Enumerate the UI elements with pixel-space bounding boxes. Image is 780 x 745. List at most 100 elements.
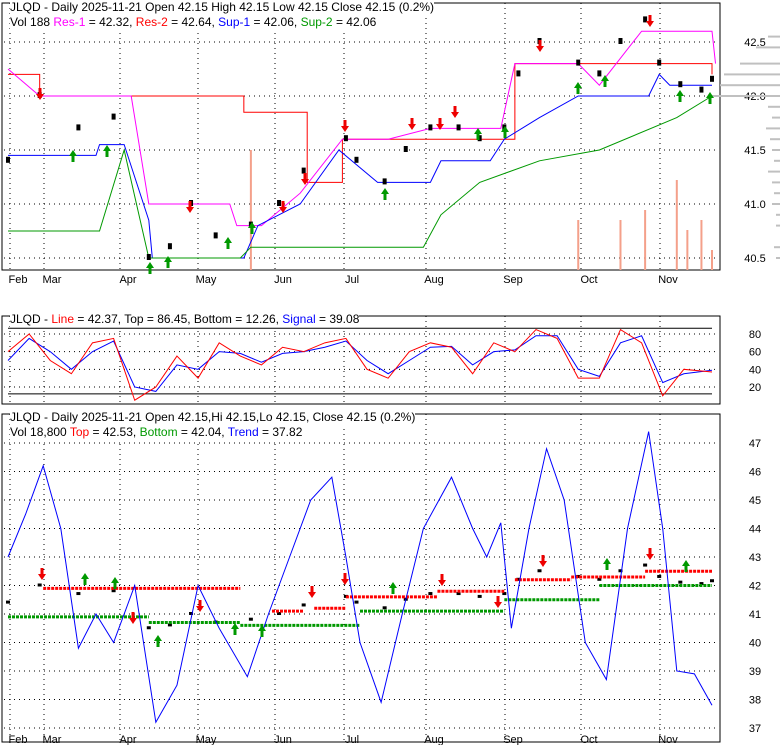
y-tick-label: 47: [749, 438, 761, 450]
volume-profile-bar: [772, 203, 780, 205]
x-tick-label: Oct: [580, 734, 597, 745]
panel-frame-0: [1, 2, 721, 271]
buy-arrow-icon: [154, 635, 162, 647]
x-tick-label: Sep: [503, 734, 523, 745]
sup1-value: = 42.06,: [250, 15, 301, 29]
price-panel-title: JLQD - Daily 2025-11-21 Open 42.15 High …: [10, 0, 435, 15]
buy-arrow-icon: [676, 90, 684, 102]
volume-profile-bar: [776, 257, 780, 259]
buy-arrow-icon: [474, 128, 482, 140]
sell-arrow-icon: [341, 573, 349, 585]
y-tick-label: 46: [749, 467, 761, 479]
price-candle: [456, 124, 461, 131]
x-tick-label: Jun: [274, 274, 292, 286]
res2-label: Res-2: [135, 15, 168, 29]
oscillator-panel-title: JLQD - Line = 42.37, Top = 86.45, Bottom…: [10, 312, 360, 327]
price-candle: [301, 167, 306, 174]
buy-arrow-icon: [69, 150, 77, 162]
sell-arrow-icon: [436, 118, 444, 130]
oscillator-line: [7, 328, 713, 401]
price-candle: [502, 592, 507, 596]
buy-arrow-icon: [231, 623, 239, 635]
x-tick-label: Jul: [345, 274, 359, 286]
price-candle: [248, 617, 253, 621]
volume-bar: [700, 220, 703, 270]
buy-arrow-icon: [389, 582, 397, 594]
y-tick-label: 80: [749, 329, 761, 341]
y-tick-label: 39: [749, 666, 761, 678]
buy-arrow-icon: [706, 92, 714, 104]
y-tick-label: 41.5: [744, 145, 765, 157]
volume-profile-bar: [768, 35, 780, 38]
y-tick-label: 40: [749, 638, 761, 650]
sell-arrow-icon: [536, 40, 544, 52]
top-label: Top: [69, 425, 90, 439]
x-tick-label: Feb: [9, 734, 28, 745]
trend-volume: Vol 18,800: [10, 425, 70, 439]
volume-profile-bar: [756, 46, 780, 49]
volume-profile-bar: [766, 127, 780, 130]
y-tick-label: 38: [749, 695, 761, 707]
panel-frame-1: [1, 315, 721, 405]
y-tick-label: 45: [749, 495, 761, 507]
x-tick-label: Nov: [658, 734, 678, 745]
sell-arrow-icon: [408, 118, 416, 130]
price-candle: [516, 70, 521, 77]
buy-arrow-icon: [224, 237, 232, 249]
y-tick-label: 42: [749, 581, 761, 593]
osc-signal-label: Signal: [282, 312, 316, 326]
x-tick-label: Mar: [43, 274, 62, 286]
sup1-label: Sup-1: [218, 15, 251, 29]
x-tick-label: Jun: [274, 734, 292, 745]
sell-arrow-icon: [494, 596, 502, 608]
sup2-label: Sup-2: [300, 15, 333, 29]
sell-arrow-icon: [196, 600, 204, 612]
osc-line-label: Line: [51, 312, 75, 326]
price-candle: [657, 574, 662, 578]
price-candle: [189, 612, 194, 615]
x-tick-label: Aug: [424, 734, 444, 745]
price-candle: [343, 135, 348, 142]
price-candle: [597, 70, 602, 77]
top-value: = 42.53,: [89, 425, 140, 439]
price-candle: [111, 113, 116, 120]
sell-arrow-icon: [341, 120, 349, 132]
volume-profile-bar: [772, 181, 780, 184]
sell-arrow-icon: [279, 201, 287, 213]
sell-arrow-icon: [646, 548, 654, 560]
price-candle: [678, 580, 683, 584]
buy-arrow-icon: [164, 256, 172, 268]
price-candle: [354, 600, 359, 604]
price-candle: [576, 59, 581, 66]
volume-bar: [686, 230, 689, 270]
sup2-line: [8, 95, 713, 259]
volume-label: Vol 188: [10, 15, 51, 29]
volume-bar: [644, 210, 647, 270]
price-candle: [167, 243, 172, 250]
sell-arrow-icon: [36, 88, 44, 100]
y-tick-label: 37: [749, 723, 761, 735]
price-candle: [428, 124, 433, 131]
x-tick-label: Sep: [503, 274, 523, 286]
volume-profile-bar: [768, 105, 780, 108]
price-candle: [146, 254, 151, 260]
buy-arrow-icon: [682, 560, 690, 572]
trend-panel-title: JLQD - Daily 2025-11-21 Open 42.15,Hi 42…: [10, 410, 416, 425]
osc-signal-value: = 39.08: [315, 312, 360, 326]
price-candle: [477, 135, 482, 142]
price-candle: [37, 583, 42, 587]
osc-symbol: JLQD -: [10, 312, 52, 326]
x-tick-label: Jul: [345, 734, 359, 745]
price-candle: [111, 589, 116, 593]
price-candle: [456, 592, 461, 596]
price-candle: [643, 563, 648, 567]
x-tick-label: May: [196, 734, 217, 745]
volume-bar: [711, 250, 713, 270]
trend-line: [7, 431, 713, 724]
buy-arrow-icon: [381, 188, 389, 200]
volume-profile-bar: [774, 159, 780, 162]
buy-arrow-icon: [574, 82, 582, 94]
price-candle: [428, 592, 433, 596]
trend-panel-legend: Vol 18,800 Top = 42.53, Bottom = 42.04, …: [10, 425, 303, 440]
